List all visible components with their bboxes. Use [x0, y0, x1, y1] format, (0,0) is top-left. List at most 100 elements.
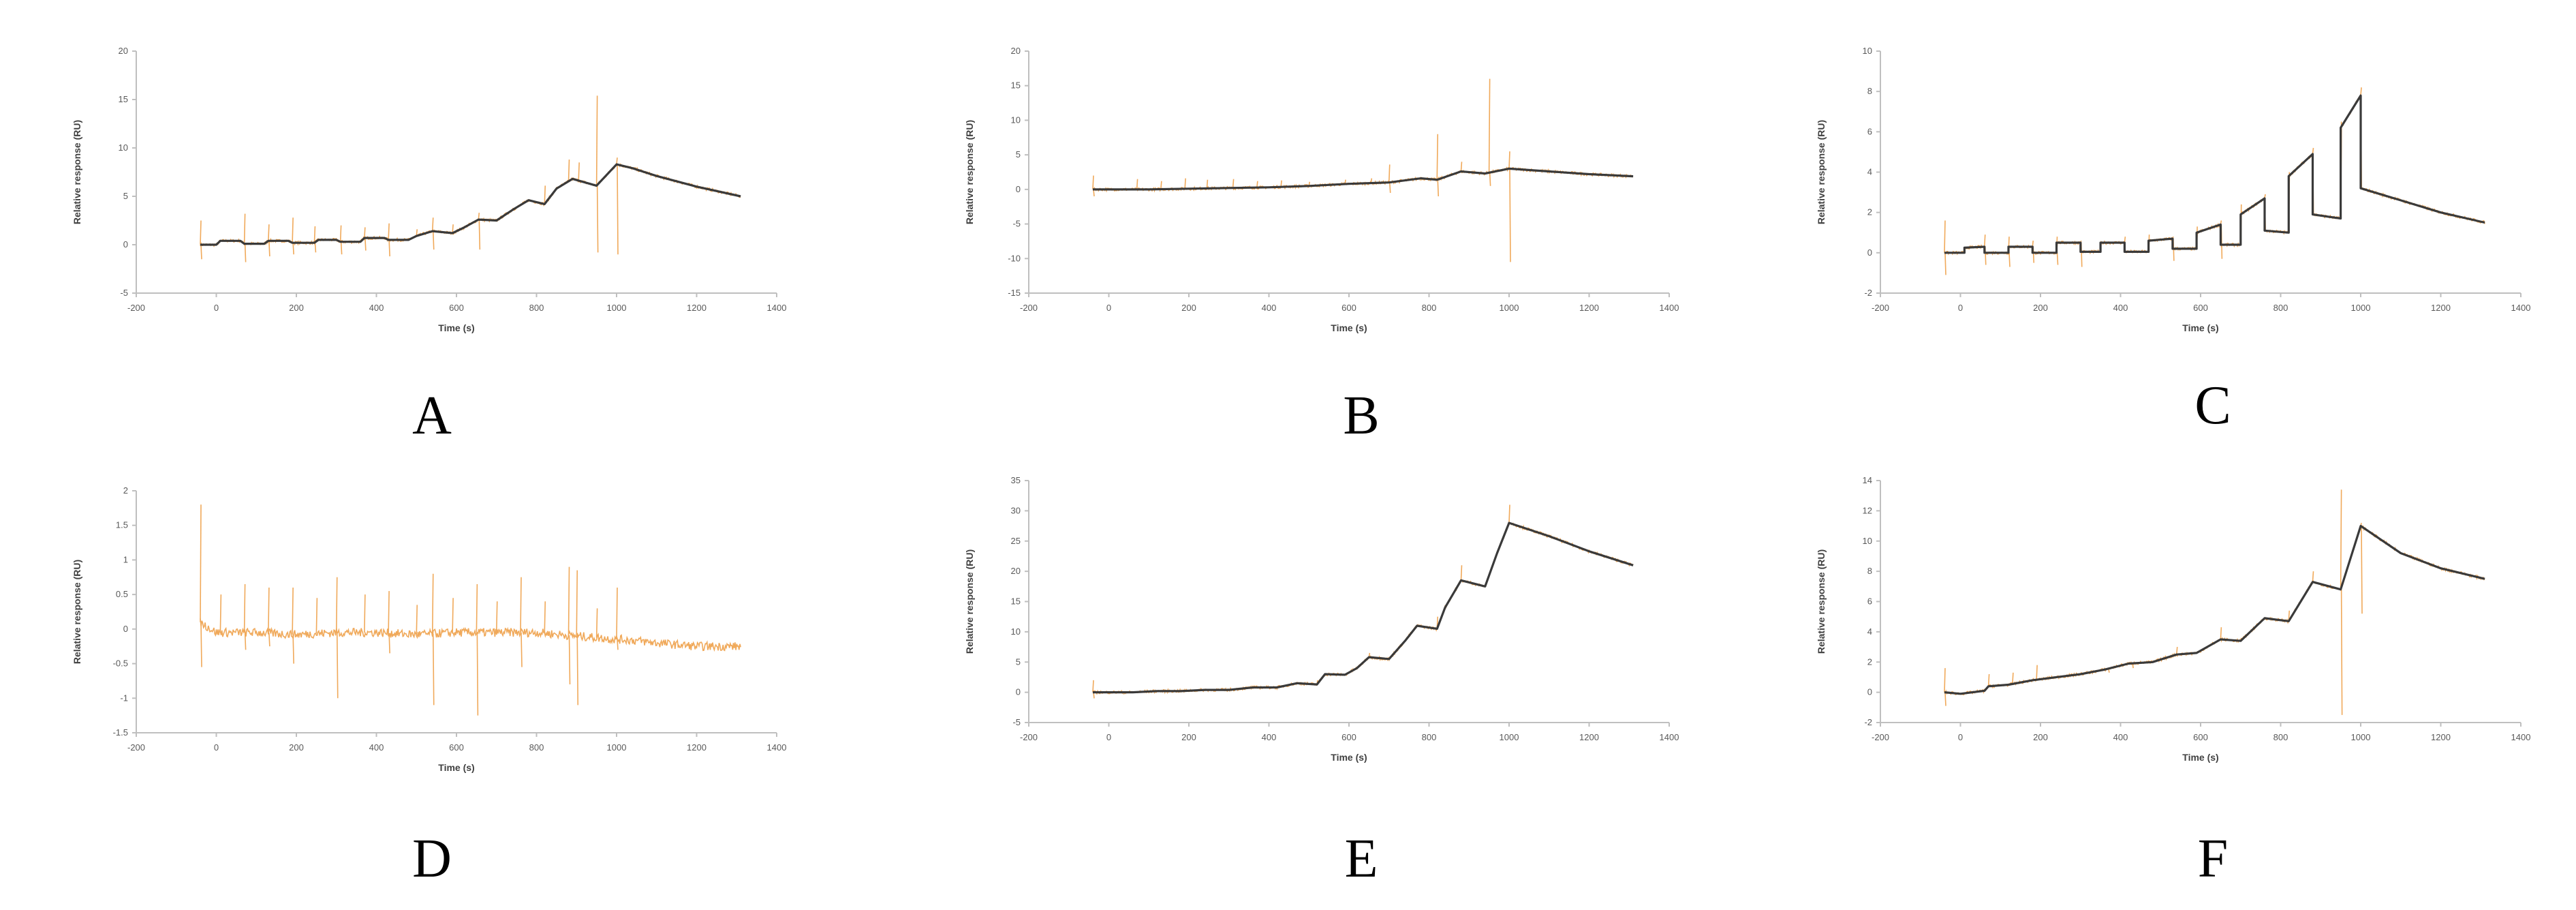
spike-down: [336, 632, 339, 699]
y-tick-label: 0: [123, 624, 128, 634]
x-tick-label: 200: [2033, 732, 2048, 742]
spike-up: [1232, 179, 1235, 188]
x-tick-label: 0: [1958, 732, 1963, 742]
spike-up: [292, 217, 294, 243]
chart-svg: -5 0 5 10 15 20 -200 0 200 400 600 800 1000 1200 1400 T…: [72, 46, 786, 333]
y-axis-label: Relative response (RU): [1816, 120, 1827, 224]
spike-up: [2340, 489, 2342, 590]
fit-curve: [1093, 167, 1634, 191]
y-tick-label: 15: [119, 94, 128, 104]
x-tick-label: 600: [2193, 732, 2208, 742]
y-tick-label: 10: [1863, 46, 1872, 56]
spike-down: [388, 239, 390, 257]
chart-panel-e: -5 0 5 10 15 20 25 30 35 -200 0 200 400 600 800 1000 120…: [954, 470, 1690, 784]
y-tick-label: 5: [1016, 656, 1021, 667]
spike-up: [452, 224, 454, 234]
spike-up: [1944, 220, 1946, 253]
x-tick-label: 800: [529, 742, 544, 753]
y-tick-label: 0.5: [116, 589, 128, 599]
y-tick-label: 1: [123, 554, 128, 564]
x-tick-label: 1000: [1500, 732, 1519, 742]
fit-curve: [1944, 94, 2485, 254]
y-tick-label: 12: [1863, 505, 1872, 515]
x-tick-label: 0: [1106, 732, 1111, 742]
y-tick-label: -15: [1008, 288, 1021, 298]
y-tick-label: 25: [1011, 536, 1021, 546]
x-tick-label: 400: [2113, 732, 2128, 742]
y-tick-label: 10: [119, 142, 128, 153]
x-tick-label: 1400: [1660, 732, 1679, 742]
x-tick-label: 600: [449, 742, 464, 753]
spike-up: [568, 160, 570, 182]
y-tick-label: 20: [119, 46, 128, 56]
spike-down: [617, 639, 619, 650]
x-tick-label: 200: [289, 742, 304, 753]
y-axis-label: Relative response (RU): [1816, 549, 1827, 654]
y-tick-label: 4: [1867, 167, 1872, 177]
panel-label-a: A: [412, 386, 452, 446]
spike-down: [364, 238, 367, 251]
x-tick-label: -200: [127, 303, 145, 313]
spike-up: [568, 566, 570, 635]
y-tick-label: 5: [1016, 149, 1021, 160]
panel-label-d: D: [412, 829, 452, 889]
y-tick-label: -5: [120, 288, 128, 298]
x-tick-label: -200: [1872, 303, 1889, 313]
spike-up: [1436, 134, 1439, 180]
y-tick-label: -1.5: [113, 727, 128, 738]
spike-down: [2008, 252, 2011, 267]
y-tick-label: 0: [1016, 687, 1021, 697]
y-tick-label: 10: [1011, 115, 1021, 125]
chart-svg: -2 0 2 4 6 8 10 -200 0 200 400 600 800 1000 1200 1400 Ti…: [1816, 46, 2530, 333]
spike-up: [1160, 181, 1162, 189]
spike-down: [244, 632, 247, 650]
spike-down: [576, 635, 579, 706]
spike-up: [1508, 151, 1510, 169]
y-tick-label: 8: [1867, 86, 1872, 96]
x-tick-label: 1200: [1579, 732, 1599, 742]
x-tick-label: 600: [2193, 303, 2208, 313]
spike-down: [432, 633, 435, 706]
spike-down: [244, 243, 247, 262]
x-tick-label: 800: [2274, 303, 2288, 313]
spike-down: [388, 633, 390, 654]
x-tick-label: -200: [1872, 732, 1889, 742]
spike-down: [1093, 189, 1095, 197]
x-tick-label: 200: [2033, 303, 2048, 313]
x-tick-label: 400: [369, 742, 384, 753]
x-tick-label: 1400: [1660, 303, 1679, 313]
spike-up: [315, 598, 318, 634]
spike-up: [1136, 179, 1138, 189]
chart-svg: -2 0 2 4 6 8 10 12 14 -200 0 200 400 600 800 1000 1200 14…: [1816, 475, 2530, 763]
x-tick-label: 0: [214, 303, 219, 313]
y-tick-label: 4: [1867, 626, 1872, 637]
x-tick-label: 1000: [607, 303, 627, 313]
x-tick-label: 0: [1958, 303, 1963, 313]
spike-up: [2220, 627, 2222, 640]
y-axis-label: Relative response (RU): [72, 560, 82, 664]
spike-up: [388, 223, 390, 240]
x-tick-label: -200: [127, 742, 145, 753]
x-tick-label: 400: [369, 303, 384, 313]
y-tick-label: 0: [1867, 247, 1872, 258]
x-tick-label: -200: [1020, 303, 1038, 313]
y-tick-label: 0: [1867, 687, 1872, 697]
x-tick-label: 800: [2274, 732, 2288, 742]
x-tick-label: 1200: [1579, 303, 1599, 313]
chart-panel-d: -1.5 -1 -0.5 0 0.5 1 1.5 2 -200 0 200 400 600 800 1000…: [61, 481, 797, 794]
spike-up: [1388, 164, 1391, 183]
y-tick-label: 0: [1016, 184, 1021, 194]
spike-down: [340, 241, 343, 255]
x-tick-label: 400: [2113, 303, 2128, 313]
y-tick-label: 30: [1011, 505, 1021, 515]
spike-up: [595, 95, 598, 186]
y-tick-label: 20: [1011, 46, 1021, 56]
x-tick-label: 1000: [1500, 303, 1519, 313]
spike-up: [452, 598, 454, 633]
x-tick-label: 800: [1422, 732, 1437, 742]
x-tick-label: 600: [1341, 732, 1356, 742]
x-axis-label: Time (s): [438, 762, 474, 773]
spike-up: [1944, 668, 1946, 693]
spike-down: [292, 634, 294, 664]
x-tick-label: 0: [214, 742, 219, 753]
